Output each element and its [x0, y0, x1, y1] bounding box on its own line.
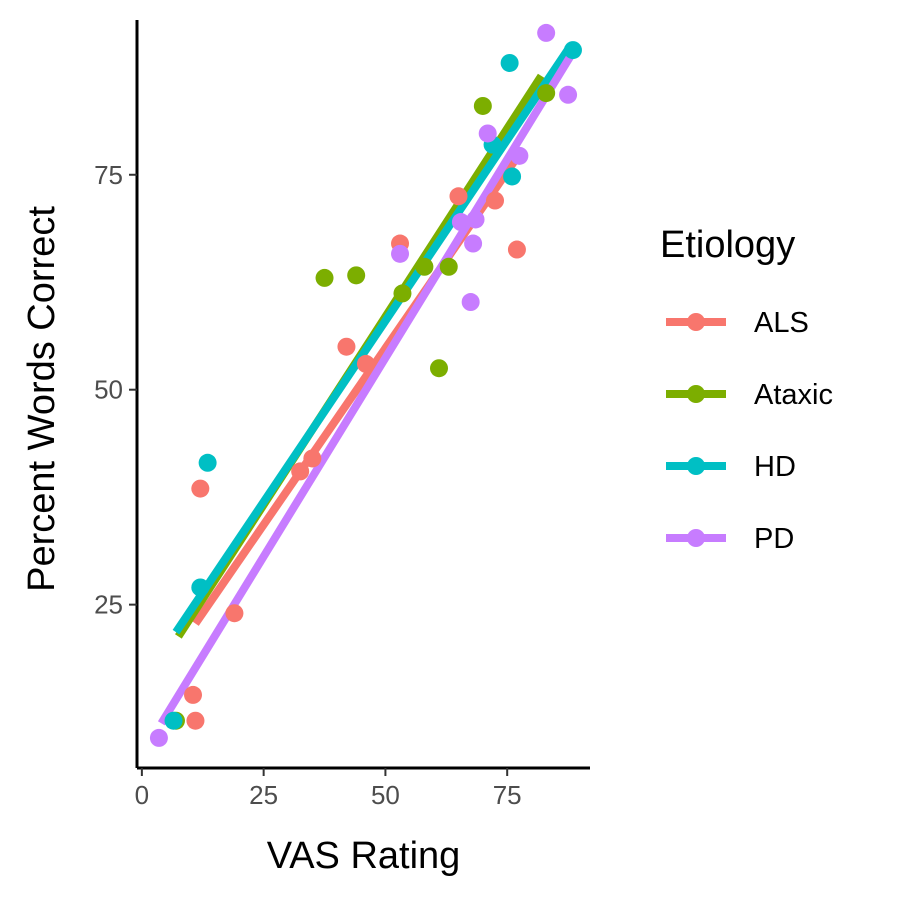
point-pd — [510, 146, 529, 165]
point-hd — [503, 167, 522, 186]
x-tick-label: 75 — [493, 780, 522, 810]
legend-title: Etiology — [660, 224, 795, 266]
point-als — [303, 449, 322, 468]
legend-key-hd — [666, 457, 726, 475]
point-als — [486, 191, 505, 210]
legend-label-pd: PD — [754, 523, 794, 555]
legend-key-point — [687, 385, 705, 403]
point-pd — [537, 23, 556, 42]
x-axis-title: VAS Rating — [267, 835, 461, 877]
legend-key-point — [687, 529, 705, 547]
point-als — [449, 187, 468, 206]
point-pd — [149, 728, 168, 747]
point-ataxic — [537, 84, 556, 103]
legend-label-ataxic: Ataxic — [754, 379, 833, 411]
legend-key-als — [666, 313, 726, 331]
axes — [135, 20, 590, 770]
point-hd — [563, 41, 582, 60]
legend-label-als: ALS — [754, 307, 809, 339]
y-axis-title: Percent Words Correct — [21, 206, 63, 592]
y-tick-label: 50 — [94, 375, 123, 405]
ticks: 0 25 50 75 25 50 75 — [94, 160, 522, 810]
point-hd — [191, 578, 210, 597]
x-tick-label: 50 — [371, 780, 400, 810]
legend-key-ataxic — [666, 385, 726, 403]
point-als — [291, 462, 310, 481]
point-pd — [391, 244, 410, 263]
plot-area — [149, 23, 582, 747]
point-pd — [478, 124, 497, 143]
x-tick-label: 0 — [135, 780, 149, 810]
point-als — [507, 240, 526, 259]
point-als — [184, 685, 203, 704]
point-hd — [198, 453, 217, 472]
point-als — [337, 337, 356, 356]
legend-key-point — [687, 313, 705, 331]
point-pd — [559, 85, 578, 104]
point-ataxic — [473, 96, 492, 115]
point-hd — [164, 711, 183, 730]
point-ataxic — [393, 284, 412, 303]
y-tick-label: 75 — [94, 160, 123, 190]
legend-key-point — [687, 457, 705, 475]
legend-label-hd: HD — [754, 451, 796, 483]
legend: Etiology ALS Ataxic HD PD — [660, 224, 833, 555]
point-pd — [451, 213, 470, 232]
point-als — [225, 604, 244, 623]
point-ataxic — [439, 257, 458, 276]
point-pd — [466, 210, 485, 229]
point-ataxic — [430, 359, 448, 378]
fit-line-hd — [172, 43, 574, 635]
point-als — [356, 354, 375, 373]
point-als — [191, 479, 210, 498]
point-pd — [464, 234, 483, 253]
point-pd — [461, 293, 480, 312]
fit-line-pd — [157, 54, 574, 726]
y-tick-label: 25 — [94, 590, 123, 620]
point-hd — [500, 53, 519, 72]
point-ataxic — [315, 268, 334, 287]
legend-key-pd — [666, 529, 726, 547]
x-tick-label: 25 — [249, 780, 278, 810]
point-ataxic — [347, 266, 366, 285]
point-ataxic — [415, 257, 434, 276]
point-als — [186, 711, 205, 730]
